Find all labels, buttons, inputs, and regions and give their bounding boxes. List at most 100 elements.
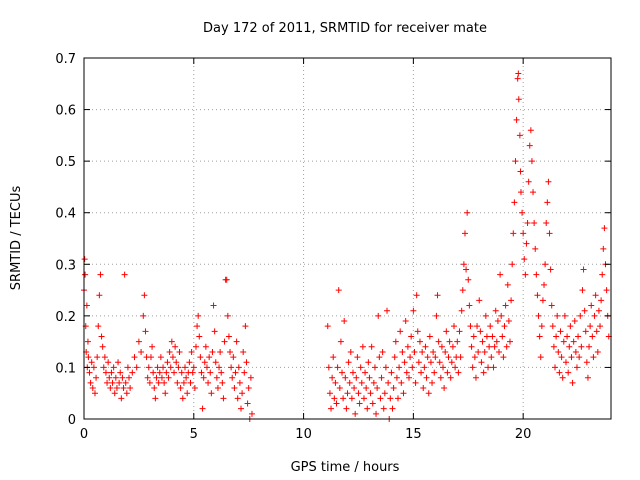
data-point (353, 374, 360, 381)
data-point (398, 379, 405, 386)
data-point (194, 323, 201, 330)
data-point (581, 307, 588, 314)
data-point (499, 333, 506, 340)
y-tick-label: 0.5 (55, 155, 76, 170)
data-point (497, 271, 504, 278)
data-point (358, 379, 365, 386)
data-point (554, 312, 561, 319)
data-point (337, 338, 344, 345)
data-point (155, 379, 162, 386)
data-point (115, 359, 122, 366)
data-point (135, 338, 142, 345)
data-point (456, 328, 463, 335)
data-point (397, 328, 404, 335)
data-point (359, 343, 366, 350)
data-point (410, 307, 417, 314)
data-point (466, 302, 473, 309)
data-point (461, 230, 468, 237)
data-point (341, 318, 348, 325)
data-point (207, 369, 214, 376)
x-tick-label: 5 (190, 427, 198, 442)
data-point (99, 343, 106, 350)
data-point (399, 348, 406, 355)
data-point (500, 354, 507, 361)
data-point (202, 343, 209, 350)
data-point (575, 333, 582, 340)
data-point (209, 348, 216, 355)
data-point (489, 333, 496, 340)
data-point (508, 297, 515, 304)
data-point (553, 333, 560, 340)
data-point (437, 374, 444, 381)
x-tick-label: 10 (295, 427, 312, 442)
data-point (101, 354, 108, 361)
data-point (603, 287, 610, 294)
data-point (199, 405, 206, 412)
data-point (538, 323, 545, 330)
data-point (469, 364, 476, 371)
data-point (126, 374, 133, 381)
data-point (178, 369, 185, 376)
data-point (104, 379, 111, 386)
data-point (89, 385, 96, 392)
data-point (242, 323, 249, 330)
data-point (532, 245, 539, 252)
data-point (234, 395, 241, 402)
data-point (583, 359, 590, 366)
data-point (108, 369, 115, 376)
data-point (526, 142, 533, 149)
data-point (592, 292, 599, 299)
data-point (90, 364, 97, 371)
data-point (122, 379, 129, 386)
data-point (588, 302, 595, 309)
data-point (420, 385, 427, 392)
data-point (362, 369, 369, 376)
data-point (191, 385, 198, 392)
data-point (515, 70, 522, 77)
data-point (163, 369, 170, 376)
data-point (476, 297, 483, 304)
data-point (351, 385, 358, 392)
data-point (93, 374, 100, 381)
data-point (593, 328, 600, 335)
data-point (349, 369, 356, 376)
data-points (81, 70, 612, 422)
data-point (539, 297, 546, 304)
data-point (513, 116, 520, 123)
data-point (138, 348, 145, 355)
data-point (324, 323, 331, 330)
data-point (601, 225, 608, 232)
data-point (549, 323, 556, 330)
data-point (239, 390, 246, 397)
data-point (345, 359, 352, 366)
data-point (142, 328, 149, 335)
data-point (443, 328, 450, 335)
data-point (164, 359, 171, 366)
data-point (111, 390, 118, 397)
data-point (214, 385, 221, 392)
data-point (504, 281, 511, 288)
data-point (422, 343, 429, 350)
data-point (423, 374, 430, 381)
data-point (412, 379, 419, 386)
data-point (360, 395, 367, 402)
data-point (559, 374, 566, 381)
data-point (223, 276, 230, 283)
data-point (550, 343, 557, 350)
data-point (471, 354, 478, 361)
data-point (344, 390, 351, 397)
y-axis-label: SRMTID / TECUs (9, 186, 24, 291)
data-point (496, 348, 503, 355)
data-point (509, 261, 516, 268)
data-point (413, 292, 420, 299)
data-point (326, 390, 333, 397)
data-point (446, 338, 453, 345)
data-point (127, 385, 134, 392)
data-point (192, 343, 199, 350)
data-point (186, 359, 193, 366)
data-point (567, 323, 574, 330)
data-point (342, 374, 349, 381)
data-point (503, 343, 510, 350)
data-point (555, 348, 562, 355)
data-point (153, 374, 160, 381)
